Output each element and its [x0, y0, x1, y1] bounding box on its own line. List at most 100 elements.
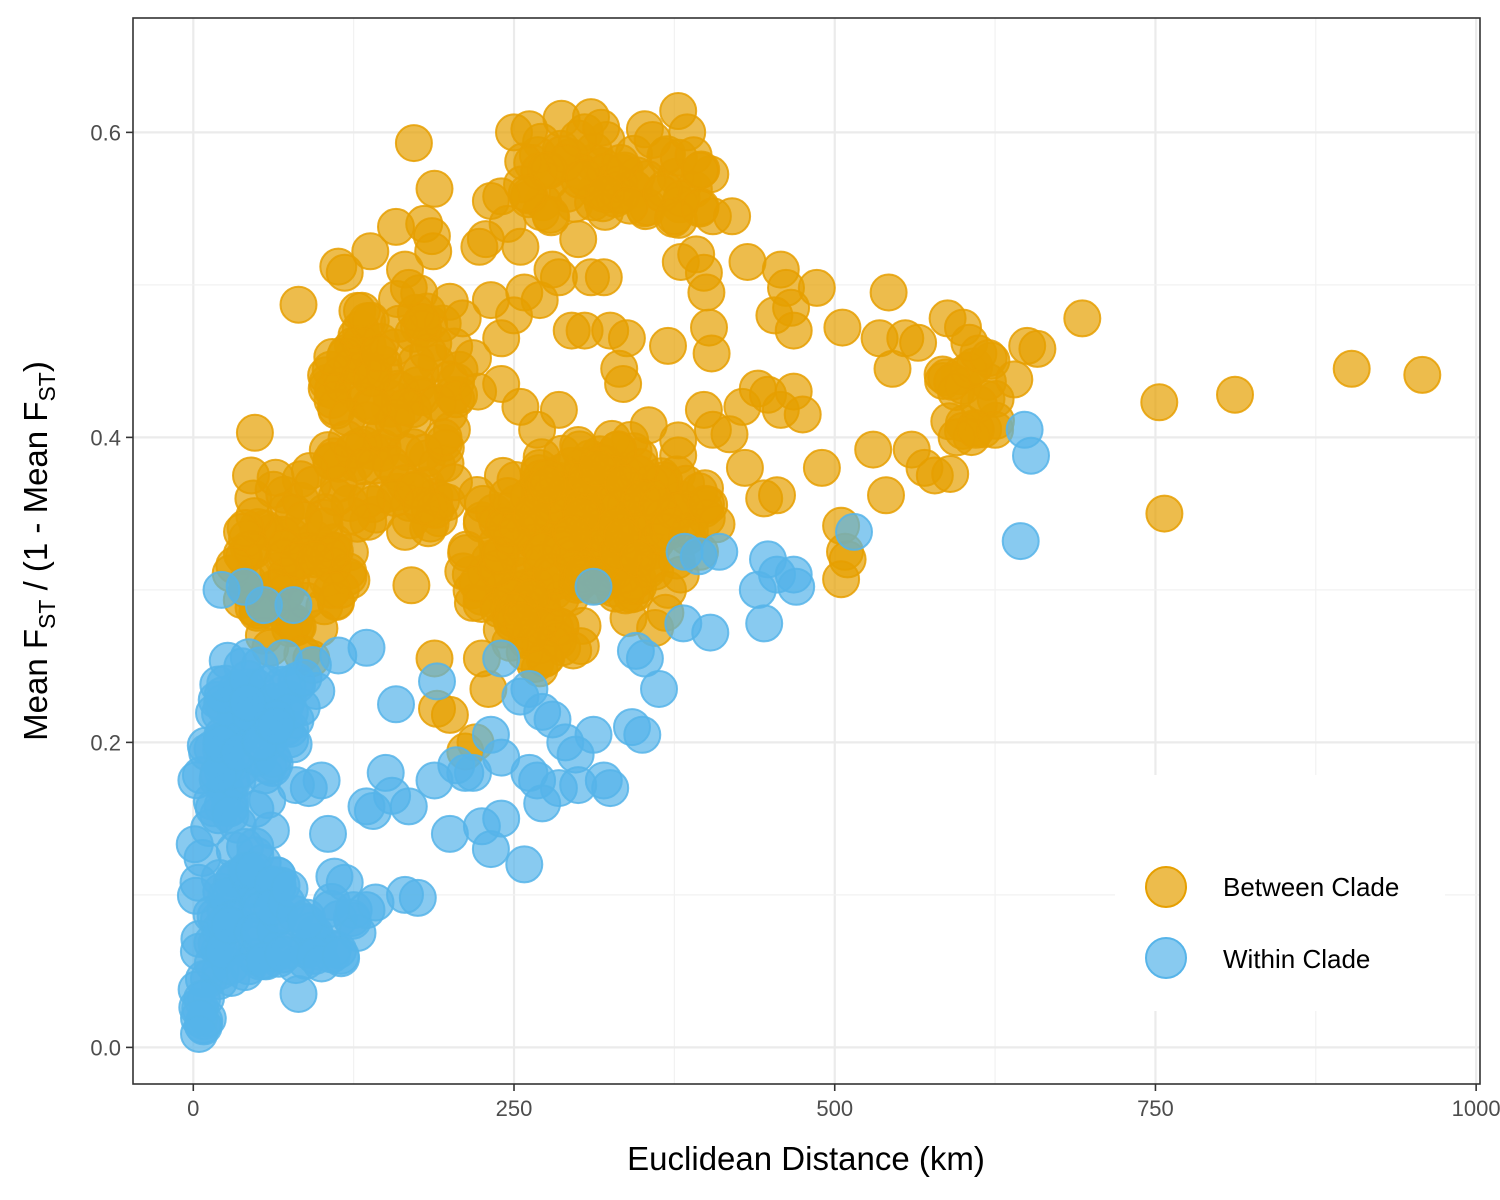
data-point — [738, 570, 777, 609]
data-point — [211, 795, 250, 834]
data-point — [270, 869, 309, 908]
data-points — [175, 92, 1442, 1053]
data-point — [1140, 383, 1179, 422]
data-point — [692, 334, 731, 373]
data-point — [257, 706, 296, 745]
data-point — [347, 787, 386, 826]
data-point — [659, 421, 698, 460]
data-point — [356, 883, 395, 922]
data-point — [797, 268, 836, 307]
axis-ticks: 0 250 500 750 1000 0.0 0.2 0.4 0.6 — [90, 120, 1500, 1121]
data-point — [386, 388, 425, 427]
data-point — [745, 604, 784, 643]
data-point — [415, 169, 454, 208]
data-point — [264, 935, 303, 974]
y-tick-label: 0.0 — [90, 1035, 121, 1060]
data-point — [502, 601, 541, 640]
data-point — [1216, 375, 1254, 414]
data-point — [777, 567, 816, 606]
y-axis-title: Mean FST / (1 - Mean FST) — [17, 361, 60, 741]
data-point — [276, 766, 315, 805]
data-point — [482, 639, 521, 678]
data-point — [1145, 494, 1184, 533]
data-point — [725, 448, 764, 487]
data-point — [774, 311, 813, 350]
data-point — [995, 360, 1034, 399]
x-tick-label: 750 — [1137, 1096, 1174, 1121]
x-tick-label: 0 — [187, 1096, 199, 1121]
y-axis-title-part: ) — [17, 361, 54, 372]
data-point — [532, 198, 571, 237]
data-point — [823, 308, 862, 347]
data-point — [180, 1015, 218, 1053]
data-point — [312, 570, 351, 609]
data-point — [482, 799, 521, 838]
data-point — [389, 268, 428, 307]
data-point — [309, 814, 347, 853]
data-point — [640, 670, 678, 708]
data-point — [505, 845, 544, 884]
panel-border — [132, 17, 1481, 1085]
data-point — [574, 567, 613, 606]
data-point — [899, 323, 938, 362]
data-point — [279, 975, 318, 1013]
data-point — [539, 390, 578, 429]
y-axis-title-part: Mean F — [17, 629, 54, 741]
data-point — [629, 406, 668, 445]
data-point — [835, 512, 873, 551]
data-point — [854, 430, 893, 469]
data-point — [430, 814, 469, 853]
data-point — [691, 613, 730, 652]
data-point — [783, 395, 822, 434]
data-point — [319, 636, 358, 675]
data-point — [867, 476, 905, 515]
data-point — [584, 258, 623, 297]
data-point — [430, 695, 469, 734]
data-point — [202, 570, 241, 609]
data-point — [554, 515, 592, 554]
data-point — [582, 108, 621, 147]
data-point — [869, 273, 908, 312]
data-point — [681, 151, 719, 190]
x-axis-title: Euclidean Distance (km) — [627, 1140, 985, 1177]
data-point — [394, 124, 433, 163]
data-point — [471, 715, 510, 754]
data-point — [415, 761, 454, 800]
data-point — [758, 476, 796, 515]
data-point — [700, 532, 739, 571]
data-point — [482, 319, 521, 358]
data-point — [325, 253, 364, 292]
y-axis-title-subscript: ST — [34, 372, 60, 401]
data-point — [359, 334, 398, 373]
x-tick-label: 500 — [816, 1096, 853, 1121]
data-point — [392, 566, 431, 605]
legend: Between Clade Within Clade — [1115, 775, 1445, 1011]
data-point — [1063, 299, 1102, 338]
data-point — [687, 484, 725, 523]
data-point — [969, 339, 1008, 378]
data-point — [386, 512, 424, 551]
data-point — [604, 365, 643, 403]
data-point — [1403, 355, 1442, 394]
y-axis-title-subscript: ST — [34, 600, 60, 629]
data-point — [313, 338, 352, 376]
series-within-clade — [175, 410, 1050, 1053]
y-tick-label: 0.6 — [90, 120, 121, 145]
data-point — [501, 227, 540, 266]
series-between-clade — [211, 92, 1442, 771]
data-point — [424, 418, 463, 457]
data-point — [460, 227, 499, 266]
data-point — [933, 362, 972, 401]
data-point — [471, 281, 510, 320]
data-point — [633, 121, 672, 159]
data-point — [345, 447, 384, 486]
data-point — [454, 339, 492, 378]
legend-key-within-clade — [1145, 937, 1187, 979]
x-tick-label: 1000 — [1452, 1096, 1500, 1121]
y-axis-title-part: / (1 - Mean F — [17, 402, 54, 600]
data-point — [235, 413, 274, 452]
data-point — [343, 291, 381, 330]
data-point — [822, 560, 861, 599]
data-point — [1018, 329, 1057, 368]
